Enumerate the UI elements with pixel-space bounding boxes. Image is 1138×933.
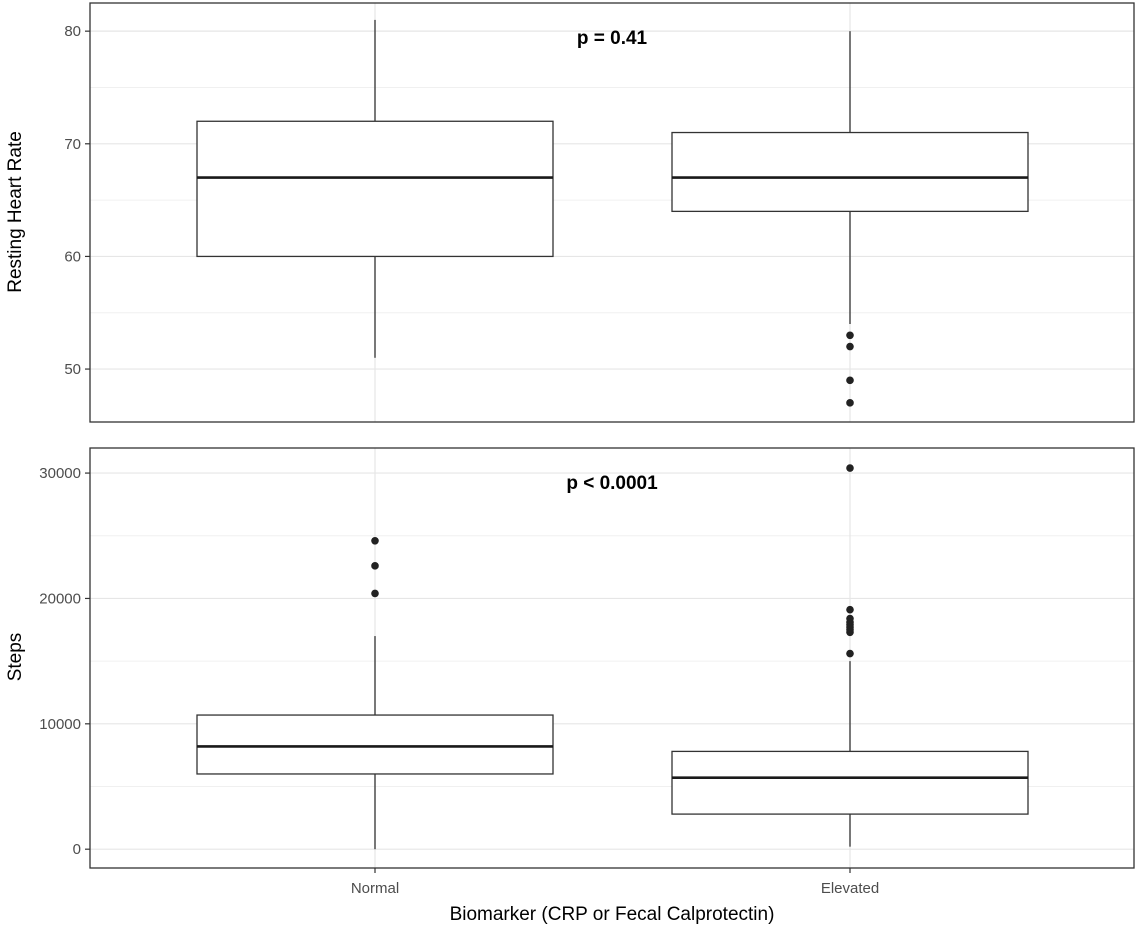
box-normal <box>196 536 554 850</box>
y-tick-label: 30000 <box>39 465 81 482</box>
iqr-box <box>671 750 1029 815</box>
iqr-box <box>196 120 554 258</box>
y-tick-label: 20000 <box>39 590 81 607</box>
outlier-point <box>846 605 854 614</box>
outlier-point <box>846 649 854 658</box>
y-axis-title-steps: Steps <box>5 633 26 682</box>
outlier-point <box>846 399 854 407</box>
y-tick-label: 50 <box>64 361 81 378</box>
panel-resting-heart-rate: 50 60 70 80 p = 0.41 <box>64 2 1135 423</box>
panel-border <box>89 2 1135 423</box>
outlier-point <box>846 614 854 623</box>
outlier-point <box>846 376 854 385</box>
p-value-annotation: p = 0.41 <box>577 28 648 49</box>
panel-steps: 0 10000 20000 30000 p < 0.0001 <box>39 447 1135 869</box>
panel-border <box>89 447 1135 869</box>
y-tick-label: 0 <box>73 841 81 858</box>
iqr-box <box>196 714 554 775</box>
outlier-point <box>371 562 379 570</box>
y-tick-label: 60 <box>64 248 81 265</box>
y-tick-label: 10000 <box>39 716 81 733</box>
y-tick-label: 70 <box>64 136 81 153</box>
y-axis-title-resting-heart-rate: Resting Heart Rate <box>5 131 26 293</box>
outlier-point <box>371 589 379 598</box>
x-axis-title: Biomarker (CRP or Fecal Calprotectin) <box>450 904 775 925</box>
box-elevated <box>671 31 1029 407</box>
y-tick-label: 80 <box>64 23 81 40</box>
outlier-point <box>846 331 854 340</box>
box-elevated <box>671 464 1029 847</box>
outlier-point <box>846 342 854 351</box>
outlier-point <box>846 464 854 472</box>
outlier-point <box>371 536 379 545</box>
iqr-box <box>671 131 1029 213</box>
x-tick-label-elevated: Elevated <box>821 880 879 897</box>
box-normal <box>196 19 554 358</box>
x-tick-label-normal: Normal <box>351 880 399 897</box>
p-value-annotation: p < 0.0001 <box>566 473 658 494</box>
x-axis: Normal Elevated <box>351 868 879 897</box>
